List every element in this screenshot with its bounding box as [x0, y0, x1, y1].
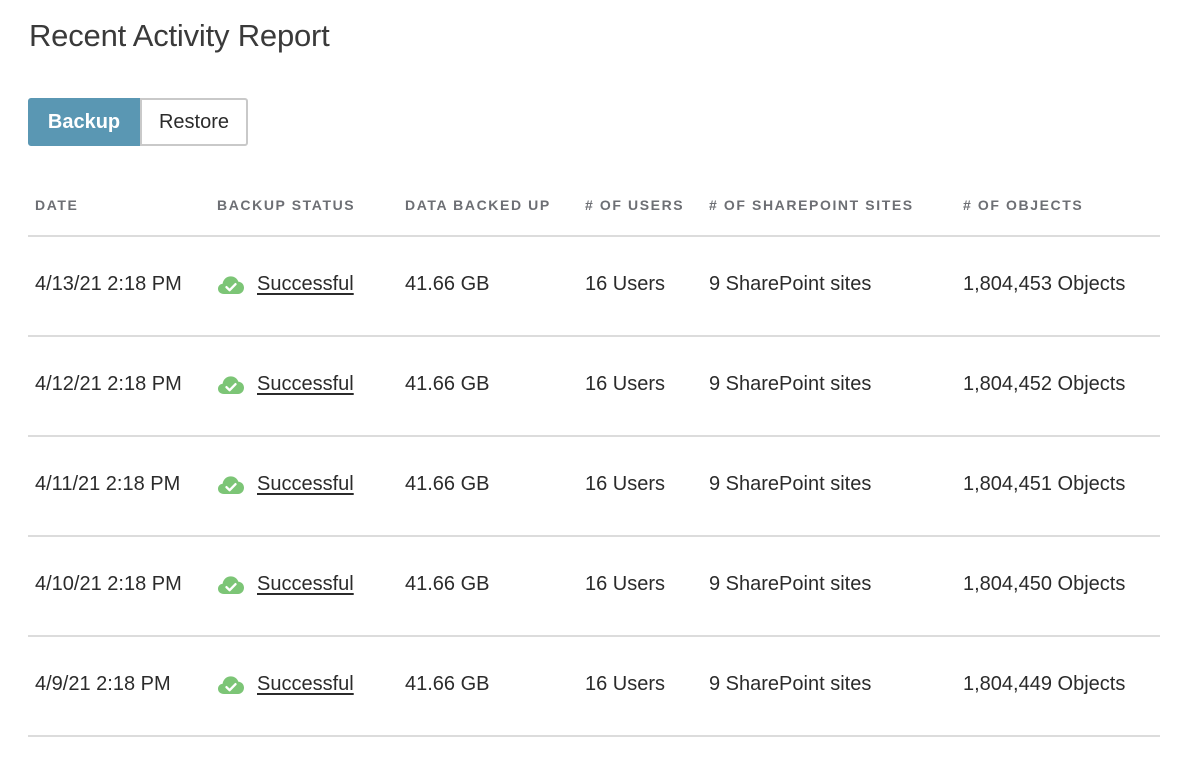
row-objects: 1,804,449 Objects [963, 673, 1126, 695]
row-data-backed-up: 41.66 GB [405, 573, 490, 595]
row-sharepoint-sites: 9 SharePoint sites [709, 473, 872, 495]
table-row: 4/10/21 2:18 PM Successful 41.66 GB 16 U… [28, 537, 1160, 637]
status-link[interactable]: Successful [257, 273, 354, 295]
table-header: DATE BACKUP STATUS DATA BACKED UP # OF U… [28, 175, 1160, 237]
row-users: 16 Users [585, 273, 666, 295]
row-users: 16 Users [585, 673, 666, 695]
table-body: 4/13/21 2:18 PM Successful 41.66 GB 16 U… [28, 237, 1160, 737]
table-row: 4/13/21 2:18 PM Successful 41.66 GB 16 U… [28, 237, 1160, 337]
status-link[interactable]: Successful [257, 573, 354, 595]
table-row: 4/11/21 2:18 PM Successful 41.66 GB 16 U… [28, 437, 1160, 537]
table-row: 4/9/21 2:18 PM Successful 41.66 GB 16 Us… [28, 637, 1160, 737]
tab-restore[interactable]: Restore [140, 98, 248, 146]
row-date: 4/13/21 2:18 PM [35, 273, 182, 295]
row-status: Successful [217, 473, 354, 496]
activity-table: DATE BACKUP STATUS DATA BACKED UP # OF U… [28, 175, 1160, 737]
column-header-objects[interactable]: # OF OBJECTS [963, 197, 1084, 213]
status-link[interactable]: Successful [257, 473, 354, 495]
tab-backup[interactable]: Backup [28, 98, 140, 146]
row-objects: 1,804,451 Objects [963, 473, 1126, 495]
row-users: 16 Users [585, 573, 666, 595]
column-header-users[interactable]: # OF USERS [585, 197, 685, 213]
row-status: Successful [217, 673, 354, 696]
row-data-backed-up: 41.66 GB [405, 273, 490, 295]
row-date: 4/12/21 2:18 PM [35, 373, 182, 395]
cloud-check-icon [218, 275, 244, 294]
cloud-check-icon [218, 575, 244, 594]
cloud-check-icon [218, 375, 244, 394]
row-date: 4/10/21 2:18 PM [35, 573, 182, 595]
row-date: 4/9/21 2:18 PM [35, 673, 171, 695]
row-objects: 1,804,453 Objects [963, 273, 1126, 295]
row-sharepoint-sites: 9 SharePoint sites [709, 673, 872, 695]
row-status: Successful [217, 573, 354, 596]
table-row: 4/12/21 2:18 PM Successful 41.66 GB 16 U… [28, 337, 1160, 437]
row-objects: 1,804,452 Objects [963, 373, 1126, 395]
column-header-sharepoint-sites[interactable]: # OF SHAREPOINT SITES [709, 197, 914, 213]
row-status: Successful [217, 273, 354, 296]
row-sharepoint-sites: 9 SharePoint sites [709, 573, 872, 595]
row-objects: 1,804,450 Objects [963, 573, 1126, 595]
row-sharepoint-sites: 9 SharePoint sites [709, 273, 872, 295]
row-data-backed-up: 41.66 GB [405, 673, 490, 695]
row-status: Successful [217, 373, 354, 396]
column-header-date[interactable]: DATE [35, 197, 79, 213]
row-users: 16 Users [585, 473, 666, 495]
status-link[interactable]: Successful [257, 673, 354, 695]
row-data-backed-up: 41.66 GB [405, 473, 490, 495]
row-users: 16 Users [585, 373, 666, 395]
status-link[interactable]: Successful [257, 373, 354, 395]
column-header-data-backed-up[interactable]: DATA BACKED UP [405, 197, 551, 213]
row-data-backed-up: 41.66 GB [405, 373, 490, 395]
cloud-check-icon [218, 475, 244, 494]
tab-bar: Backup Restore [28, 98, 248, 146]
row-date: 4/11/21 2:18 PM [35, 473, 181, 495]
page-title: Recent Activity Report [29, 18, 330, 53]
cloud-check-icon [218, 675, 244, 694]
row-sharepoint-sites: 9 SharePoint sites [709, 373, 872, 395]
column-header-backup-status[interactable]: BACKUP STATUS [217, 197, 356, 213]
